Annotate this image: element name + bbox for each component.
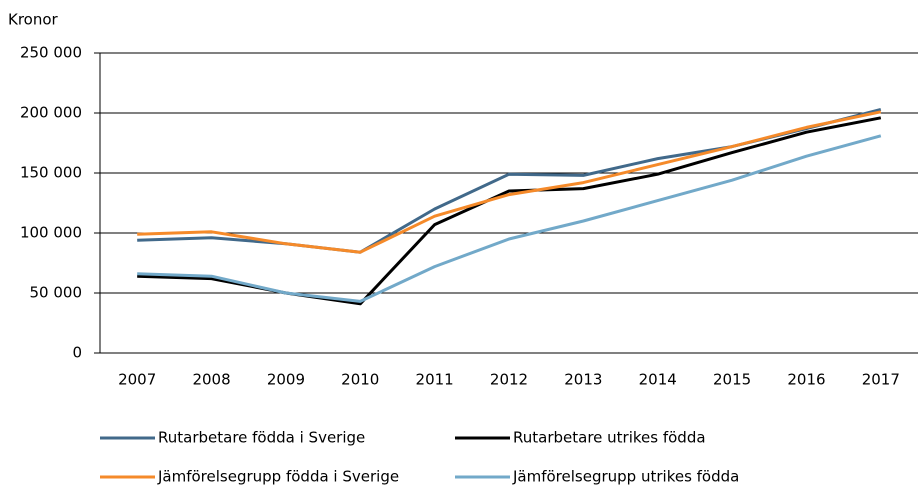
x-tick-label: 2016 xyxy=(787,371,825,389)
y-tick-label: 50 000 xyxy=(30,284,83,302)
legend-label: Jämförelsegrupp födda i Sverige xyxy=(157,468,399,486)
x-tick-label: 2014 xyxy=(639,371,677,389)
x-tick-label: 2011 xyxy=(416,371,454,389)
y-tick-label: 100 000 xyxy=(20,224,82,242)
x-tick-label: 2008 xyxy=(192,371,230,389)
y-tick-label: 0 xyxy=(72,344,82,362)
y-tick-label: 150 000 xyxy=(20,164,82,182)
legend-label: Rutarbetare utrikes födda xyxy=(513,429,706,447)
x-tick-label: 2012 xyxy=(490,371,528,389)
x-tick-label: 2017 xyxy=(862,371,900,389)
x-tick-label: 2007 xyxy=(118,371,156,389)
x-tick-label: 2013 xyxy=(564,371,602,389)
series-line xyxy=(137,116,882,306)
y-tick-label: 200 000 xyxy=(20,104,82,122)
series-line xyxy=(137,110,882,254)
series-line xyxy=(137,134,882,303)
y-axis-label: Kronor xyxy=(8,11,59,29)
x-tick-label: 2009 xyxy=(267,371,305,389)
legend-label: Jämförelsegrupp utrikes födda xyxy=(512,468,739,486)
legend-label: Rutarbetare födda i Sverige xyxy=(158,429,365,447)
y-tick-label: 250 000 xyxy=(20,44,82,62)
series-line xyxy=(137,107,882,254)
x-tick-label: 2015 xyxy=(713,371,751,389)
x-tick-label: 2010 xyxy=(341,371,379,389)
